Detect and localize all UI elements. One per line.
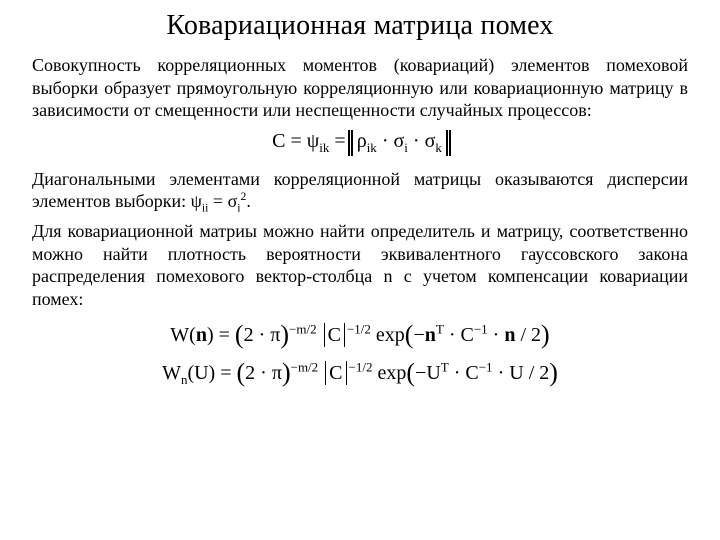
- equation-2: W(n) = (2 · π)−m/2 C−1/2 exp(−nT · C−1 ·…: [32, 318, 688, 348]
- eq2-lpar2: (: [405, 320, 414, 349]
- eq2-n2: n: [425, 324, 436, 346]
- paragraph-1: Совокупность корреляционных моментов (ко…: [32, 54, 688, 122]
- eq1-rho-sub: ik: [367, 140, 377, 155]
- eq2-C: C: [328, 324, 341, 346]
- eq3-U1: U: [426, 362, 440, 384]
- eq3-rpar2: ): [549, 358, 558, 387]
- eq1-sigma2: σ: [425, 130, 436, 152]
- eq3-W: W: [162, 362, 181, 384]
- eq3-cinv: −1: [479, 360, 493, 375]
- eq2-exp: exp: [371, 324, 405, 346]
- eq2-W: W(: [170, 324, 196, 346]
- eq2-rpar1: ): [280, 320, 289, 349]
- eq3-2pi: 2 · π: [245, 362, 282, 384]
- paragraph-2: Диагональными элементами корреляционной …: [32, 168, 688, 217]
- eq3-exp2: −1/2: [349, 360, 373, 375]
- eq1-lhs: C = ψ: [272, 130, 319, 152]
- eq3-absC: C: [325, 361, 346, 385]
- eq1-sigma2-sub: k: [435, 140, 442, 155]
- eq3-lpar2: (: [406, 358, 415, 387]
- equation-3: Wn(U) = (2 · π)−m/2 C−1/2 exp(−UT · C−1 …: [32, 356, 688, 388]
- eq2-minus: −: [413, 324, 424, 346]
- eq3-T: T: [441, 360, 449, 375]
- page-title: Ковариационная матрица помех: [32, 10, 688, 42]
- eq3-div2: / 2: [524, 362, 550, 384]
- eq2-n3: n: [504, 324, 515, 346]
- eq2-rpar2: ): [541, 320, 550, 349]
- eq3-exp1: −m/2: [291, 360, 319, 375]
- para2-a: Диагональными элементами корреляционной …: [32, 169, 688, 212]
- eq3-lpar1: (: [237, 358, 246, 387]
- eq1-sub-ik: ik: [319, 140, 329, 155]
- eq1-dot1: ·: [377, 130, 394, 152]
- para2-end: .: [246, 191, 251, 211]
- eq3-dot1: · C: [449, 362, 479, 384]
- eq1-sigma1: σ: [393, 130, 404, 152]
- paragraph-3: Для ковариационной матриы можно найти оп…: [32, 220, 688, 310]
- eq2-dot2: ·: [488, 324, 505, 346]
- equation-1: C = ψik = ρik · σi · σk: [32, 130, 688, 156]
- eq1-norm: ρik · σi · σk: [351, 130, 448, 156]
- eq2-nT: T: [436, 322, 444, 337]
- eq1-dot2: ·: [408, 130, 425, 152]
- eq2-exp2: −1/2: [347, 322, 371, 337]
- eq2-lpar1: (: [235, 320, 244, 349]
- para2-mid: = σ: [208, 191, 237, 211]
- eq2-cinv: −1: [474, 322, 488, 337]
- eq3-C: C: [329, 362, 342, 384]
- para2-sub2: i: [237, 202, 240, 215]
- eq1-rho: ρ: [357, 130, 367, 152]
- slide-page: Ковариационная матрица помех Совокупност…: [0, 0, 720, 388]
- eq3-arg: (U) =: [187, 362, 236, 384]
- eq2-absC: C: [324, 323, 345, 347]
- eq3-U2: U: [509, 362, 523, 384]
- eq2-dot1: · C: [444, 324, 474, 346]
- eq3-exp: exp: [372, 362, 406, 384]
- eq2-close: ) =: [207, 324, 235, 346]
- eq2-2pi: 2 · π: [244, 324, 281, 346]
- eq2-exp1: −m/2: [289, 322, 317, 337]
- eq2-div2: / 2: [515, 324, 541, 346]
- eq2-n: n: [196, 324, 207, 346]
- eq3-minus: −: [415, 362, 426, 384]
- eq3-dot2: ·: [493, 362, 510, 384]
- eq3-rpar1: ): [282, 358, 291, 387]
